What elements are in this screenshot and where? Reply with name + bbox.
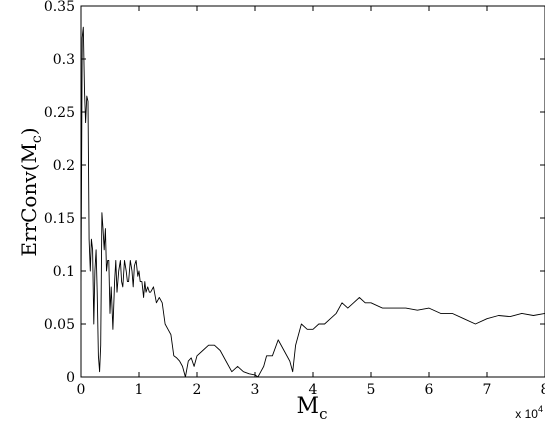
- y-axis-label: ErrConv(Mc): [17, 127, 45, 256]
- x-axis-label: Mc: [297, 394, 328, 423]
- axis-ticks: 0 1 2 3 4 5 6 7 8 0 0.05 0.1 0.15 0.2 0.25 0.3 0.35: [44, 0, 545, 398]
- x-tick-label: 3: [251, 382, 260, 398]
- x-tick-label: 8: [541, 382, 545, 398]
- axes-box: [80, 5, 545, 378]
- y-tick-label: 0.2: [53, 158, 75, 174]
- y-tick-label: 0.3: [53, 52, 75, 68]
- x-tick-label: 0: [77, 382, 86, 398]
- x-tick-label: 1: [135, 382, 144, 398]
- y-tick-label: 0.35: [44, 0, 75, 15]
- x-tick-label: 6: [425, 382, 434, 398]
- x-axis-multiplier: x 104: [515, 404, 543, 421]
- x-tick-label: 5: [367, 382, 376, 398]
- y-tick-label: 0.05: [44, 317, 75, 333]
- x-tick-label: 2: [193, 382, 202, 398]
- series-line: [80, 26, 545, 378]
- plot-area: 0 1 2 3 4 5 6 7 8 0 0.05 0.1 0.15 0.2 0.25 0.3 0.35: [44, 0, 545, 398]
- y-tick-label: 0.15: [44, 211, 75, 227]
- y-tick-label: 0.1: [53, 264, 75, 280]
- y-tick-label: 0.25: [44, 105, 75, 121]
- x-tick-label: 4: [309, 382, 318, 398]
- y-tick-label: 0: [66, 370, 75, 386]
- x-tick-label: 7: [483, 382, 492, 398]
